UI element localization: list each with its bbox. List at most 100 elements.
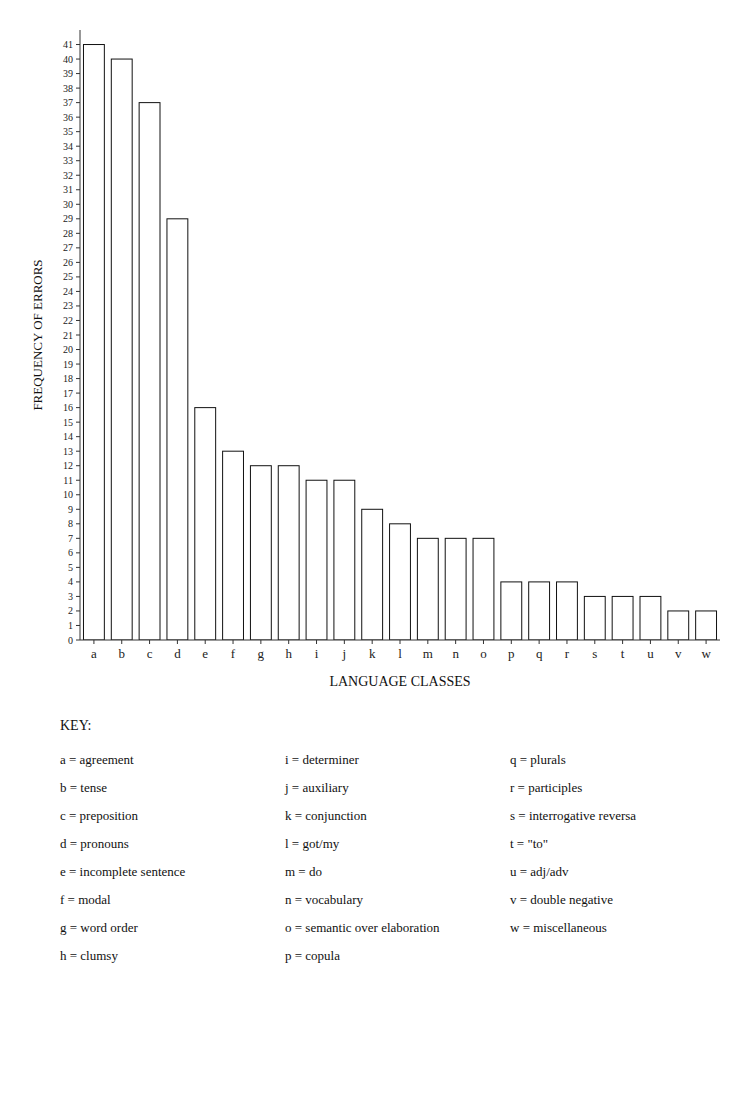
- y-tick-label: 37: [63, 97, 73, 108]
- y-tick-label: 20: [63, 344, 73, 355]
- y-tick-label: 41: [63, 39, 73, 50]
- y-tick: [76, 335, 80, 336]
- x-tick-label: a: [91, 646, 97, 661]
- y-tick-label: 6: [68, 547, 73, 558]
- bar: [83, 45, 104, 640]
- bar: [668, 611, 689, 640]
- key-entry: a = agreement: [60, 752, 134, 767]
- y-tick: [76, 59, 80, 60]
- x-tick-label: o: [480, 646, 487, 661]
- y-tick-label: 35: [63, 126, 73, 137]
- x-tick-label: q: [536, 646, 543, 661]
- bars: [83, 45, 716, 640]
- y-tick: [76, 102, 80, 103]
- x-tick-label: t: [621, 646, 625, 661]
- key-entry: s = interrogative reversa: [510, 808, 636, 823]
- bar: [334, 480, 355, 640]
- x-tick-label: s: [592, 646, 597, 661]
- x-tick: [622, 640, 623, 644]
- y-tick: [76, 552, 80, 553]
- y-tick: [76, 567, 80, 568]
- y-tick-label: 26: [63, 257, 73, 268]
- x-tick-label: u: [647, 646, 654, 661]
- x-tick: [372, 640, 373, 644]
- key-entry: v = double negative: [510, 892, 613, 907]
- x-tick-label: i: [315, 646, 319, 661]
- x-tick-label: j: [342, 646, 347, 661]
- key-entry: t = "to": [510, 836, 548, 851]
- y-tick-label: 3: [68, 591, 73, 602]
- bar: [584, 596, 605, 640]
- x-tick: [288, 640, 289, 644]
- y-tick-label: 16: [63, 402, 73, 413]
- y-tick-label: 39: [63, 68, 73, 79]
- y-tick-label: 1: [68, 620, 73, 631]
- bar: [612, 596, 633, 640]
- y-tick-label: 28: [63, 228, 73, 239]
- x-tick-label: g: [258, 646, 265, 661]
- y-tick: [76, 538, 80, 539]
- x-tick: [233, 640, 234, 644]
- y-tick: [76, 218, 80, 219]
- y-tick: [76, 640, 80, 641]
- bar: [278, 466, 299, 640]
- bar: [390, 524, 411, 640]
- y-tick: [76, 175, 80, 176]
- x-tick: [344, 640, 345, 644]
- y-tick-label: 18: [63, 373, 73, 384]
- key-entry: j = auxiliary: [284, 780, 349, 795]
- y-tick: [76, 189, 80, 190]
- y-tick-label: 8: [68, 518, 73, 529]
- x-tick-label: f: [231, 646, 236, 661]
- y-tick: [76, 160, 80, 161]
- y-tick: [76, 349, 80, 350]
- x-tick-label: c: [147, 646, 153, 661]
- x-tick: [121, 640, 122, 644]
- y-tick: [76, 44, 80, 45]
- bar: [195, 408, 216, 640]
- key-entry: u = adj/adv: [510, 864, 569, 879]
- bar: [417, 538, 438, 640]
- y-tick: [76, 407, 80, 408]
- y-tick: [76, 581, 80, 582]
- key-entry: g = word order: [60, 920, 138, 935]
- x-tick-label: n: [452, 646, 459, 661]
- y-tick-label: 5: [68, 562, 73, 573]
- x-tick: [511, 640, 512, 644]
- key-entry: h = clumsy: [60, 948, 118, 963]
- x-tick-label: k: [369, 646, 376, 661]
- y-tick-label: 25: [63, 271, 73, 282]
- x-tick: [706, 640, 707, 644]
- y-tick-label: 11: [63, 475, 73, 486]
- y-tick: [76, 262, 80, 263]
- x-tick-label: e: [202, 646, 208, 661]
- bar: [696, 611, 717, 640]
- bar: [445, 538, 466, 640]
- x-tick-label: b: [118, 646, 125, 661]
- y-tick-label: 36: [63, 112, 73, 123]
- bar: [167, 219, 188, 640]
- bar: [529, 582, 550, 640]
- y-tick: [76, 494, 80, 495]
- x-tick-label: h: [285, 646, 292, 661]
- y-tick: [76, 465, 80, 466]
- y-tick: [76, 305, 80, 306]
- y-tick: [76, 204, 80, 205]
- key-entry: l = got/my: [285, 836, 340, 851]
- y-tick: [76, 393, 80, 394]
- y-tick: [76, 422, 80, 423]
- y-tick-label: 27: [63, 242, 73, 253]
- y-tick: [76, 451, 80, 452]
- x-axis-label: LANGUAGE CLASSES: [329, 674, 470, 689]
- x-tick-label: r: [565, 646, 570, 661]
- y-tick-label: 21: [63, 330, 73, 341]
- key-title: KEY:: [60, 718, 91, 733]
- y-tick: [76, 131, 80, 132]
- y-tick-label: 13: [63, 446, 73, 457]
- y-tick: [76, 509, 80, 510]
- key-entry: q = plurals: [510, 752, 566, 767]
- x-tick-label: d: [174, 646, 181, 661]
- y-tick-label: 22: [63, 315, 73, 326]
- bar: [557, 582, 578, 640]
- y-tick: [76, 625, 80, 626]
